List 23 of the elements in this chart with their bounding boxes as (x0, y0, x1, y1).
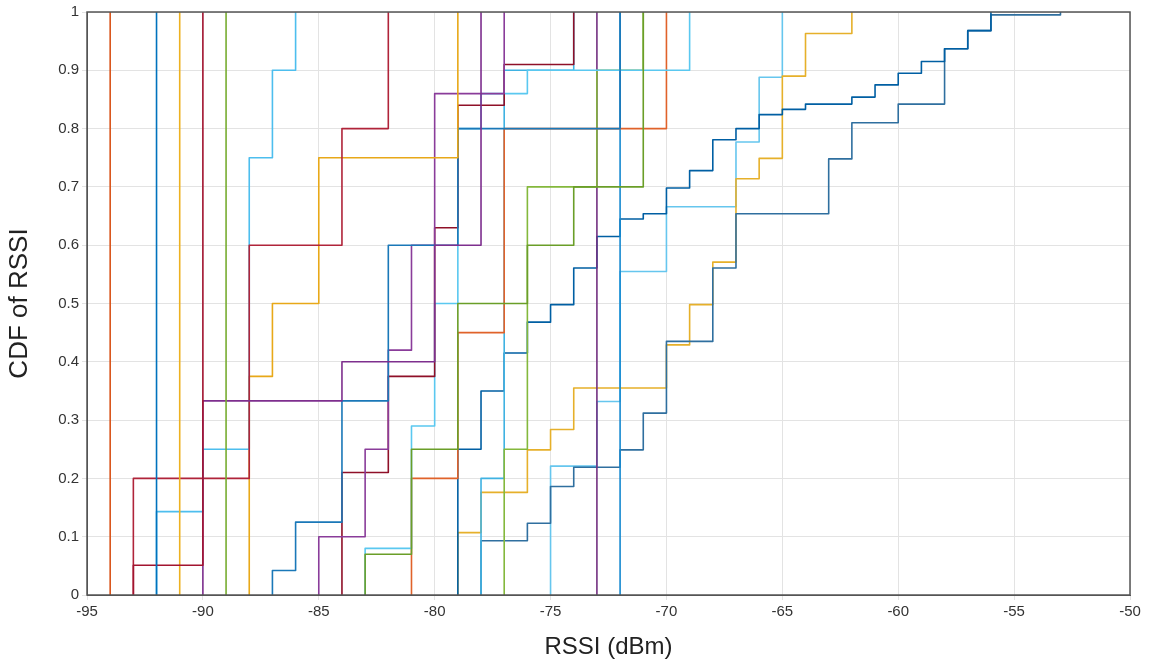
x-tick-label: -65 (771, 602, 794, 620)
y-tick-label: 0 (70, 585, 79, 603)
x-tick-label: -75 (539, 602, 562, 620)
x-tick-label: -90 (192, 602, 214, 620)
y-tick-label: 0.2 (58, 468, 79, 486)
y-tick-label: 0.4 (58, 351, 79, 369)
y-tick-label: 0.1 (58, 526, 79, 544)
y-tick-label: 0.8 (58, 118, 79, 136)
x-tick-label: -60 (887, 602, 910, 620)
x-tick-label: -55 (1003, 602, 1025, 620)
y-tick-label: 0.3 (58, 410, 79, 428)
x-tick-label: -85 (307, 602, 330, 620)
y-tick-label: 0.6 (58, 235, 79, 253)
x-tick-label: -50 (1119, 602, 1141, 620)
x-tick-label: -70 (655, 602, 678, 620)
x-axis-title: RSSI (dBm) (544, 632, 673, 660)
y-tick-label: 0.5 (58, 293, 79, 311)
x-tick-label: -95 (76, 602, 98, 620)
y-tick-label: 1 (70, 2, 79, 20)
y-tick-label: 0.9 (58, 60, 79, 78)
x-tick-label: -80 (423, 602, 446, 620)
y-axis-title: CDF of RSSI (2, 228, 33, 379)
y-tick-label: 0.7 (58, 177, 79, 195)
